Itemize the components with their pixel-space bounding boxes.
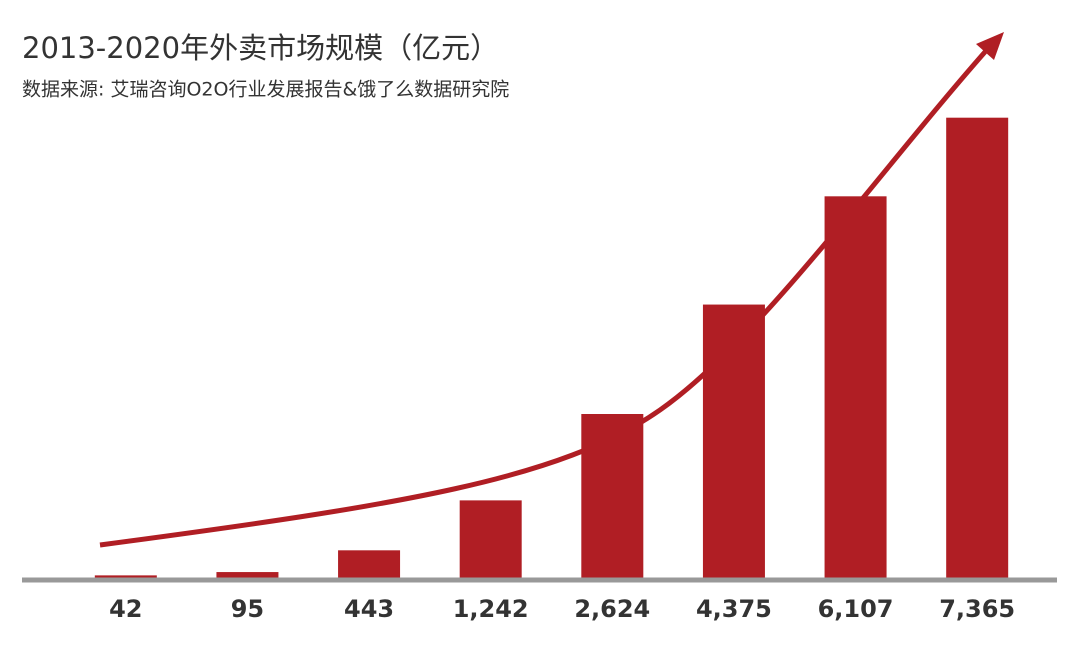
value-label: 95 [231,595,264,623]
bar [581,414,644,578]
value-label: 443 [344,595,394,623]
bar [94,575,157,578]
bar [338,550,401,578]
value-label: 1,242 [453,595,529,623]
value-label: 6,107 [818,595,894,623]
value-label: 2,624 [574,595,650,623]
bar [702,304,765,578]
chart-subtitle: 数据来源: 艾瑞咨询O2O行业发展报告&饿了么数据研究院 [22,79,509,101]
bar [824,196,887,578]
bar [459,500,522,578]
chart-title: 2013-2020年外卖市场规模（亿元） [22,31,499,65]
value-label: 42 [109,595,142,623]
bar [946,117,1009,578]
bar [216,572,279,578]
arrow-head [976,32,1004,60]
value-label: 7,365 [939,595,1015,623]
value-label: 4,375 [696,595,772,623]
trend-arrow [99,42,994,548]
